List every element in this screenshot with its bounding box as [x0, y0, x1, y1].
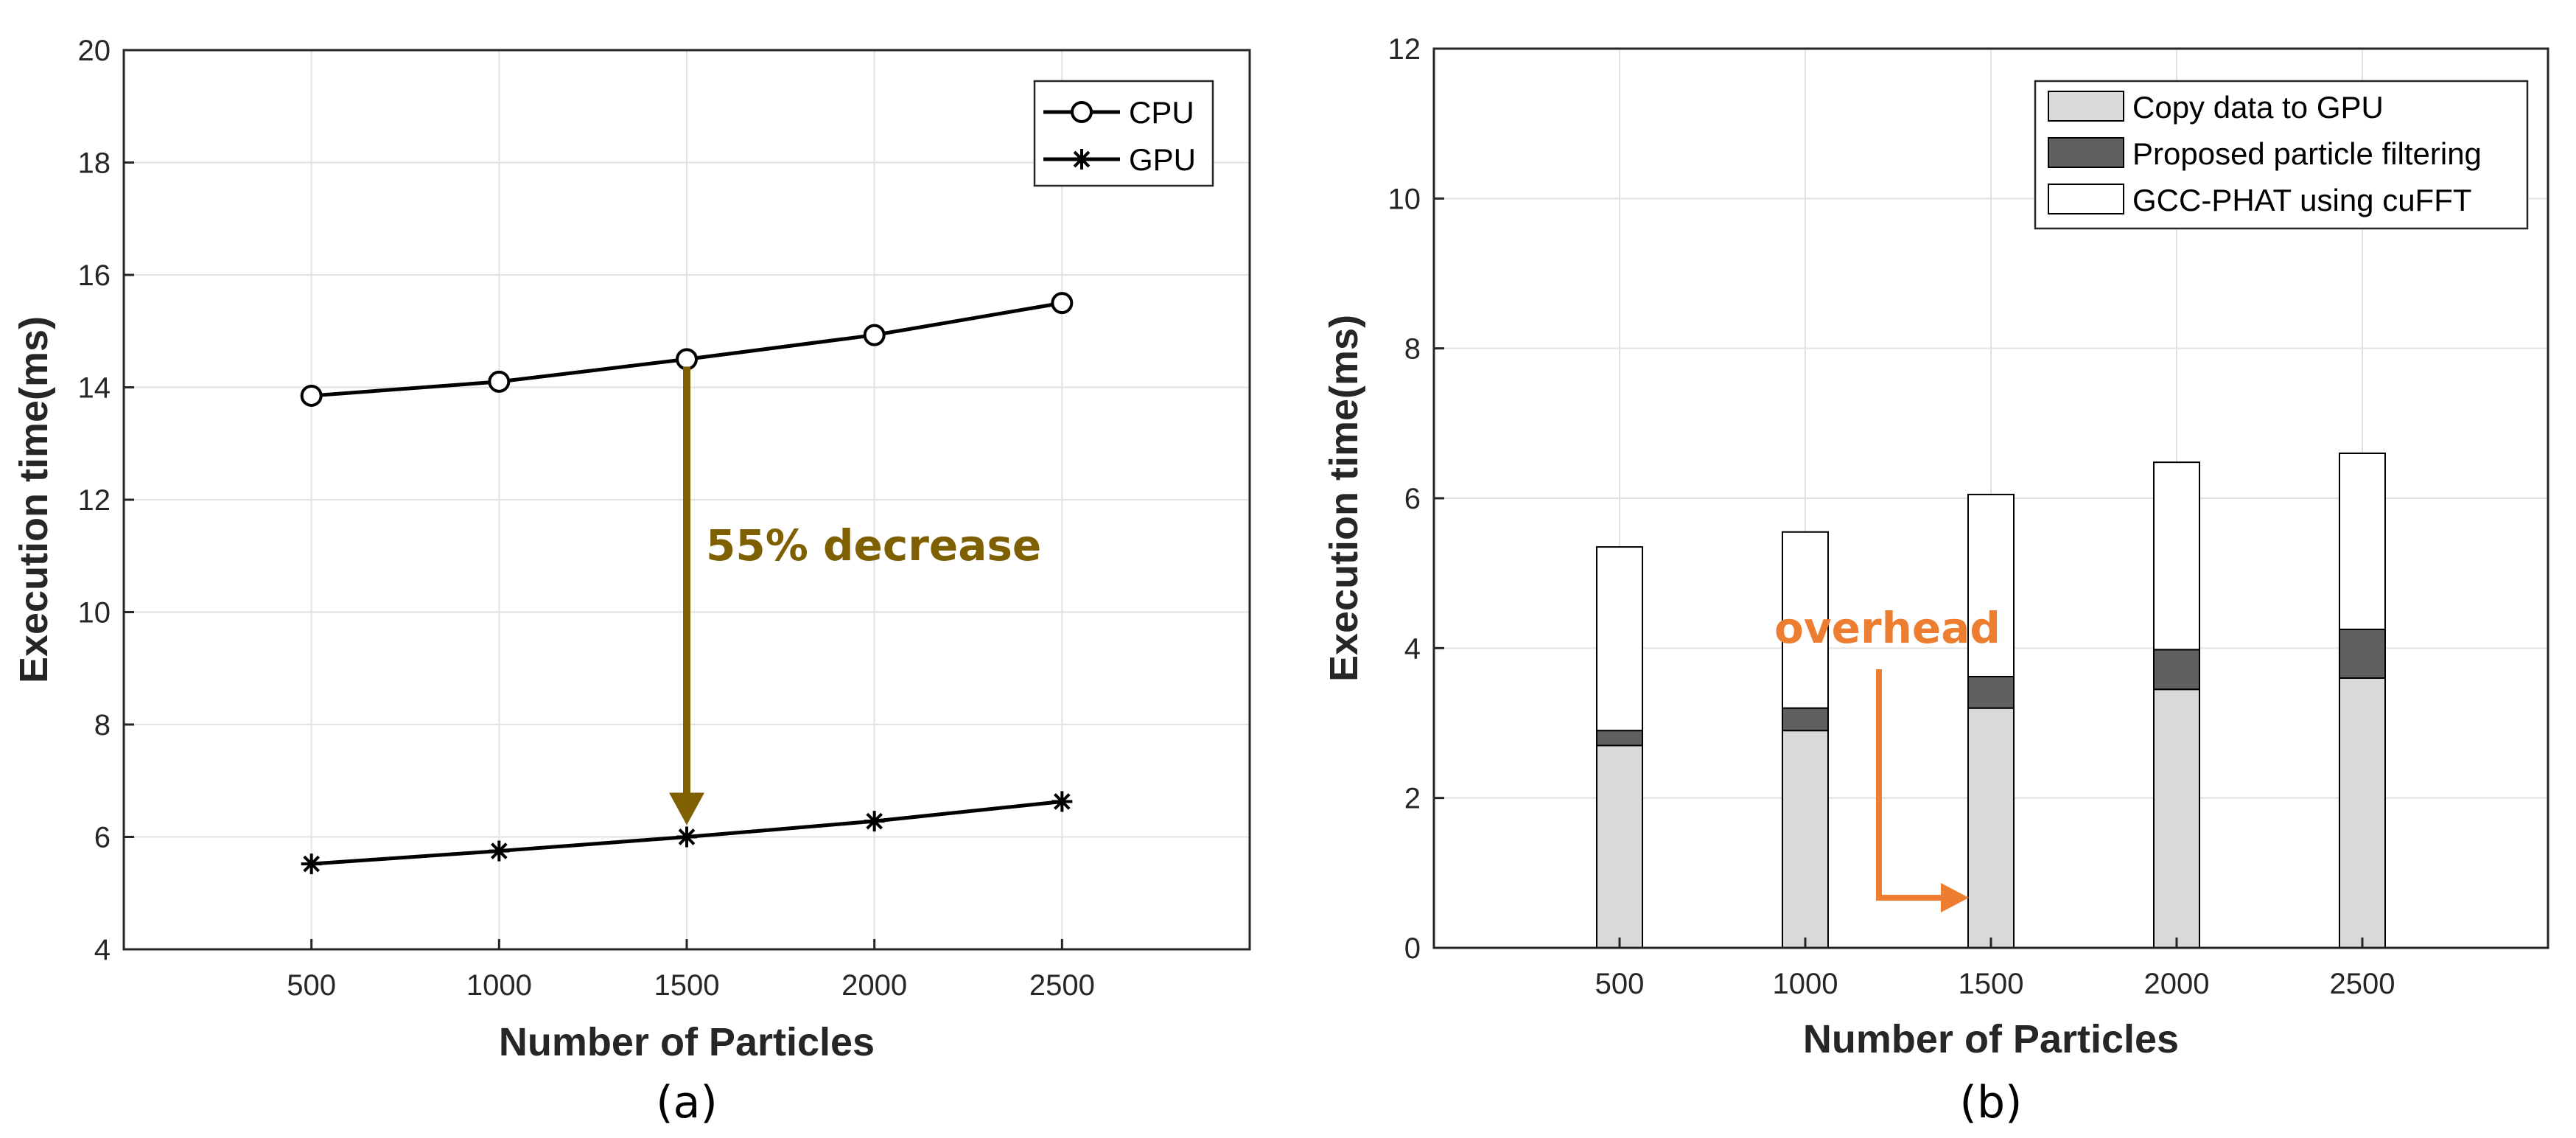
legend-cpu-marker	[1071, 101, 1093, 123]
y-tick-label: 8	[1404, 333, 1421, 366]
bar-copy-data	[1967, 707, 2015, 949]
x-tick-label: 2000	[841, 969, 907, 1002]
legend-copy-swatch	[2048, 91, 2124, 122]
data-point-cpu	[1051, 292, 1074, 315]
bar-gcc-phat	[1782, 531, 1829, 709]
legend-b: Copy data to GPU Proposed particle filte…	[2034, 80, 2529, 230]
legend-copy-label: Copy data to GPU	[2132, 90, 2384, 125]
overhead-arrow-head	[1941, 883, 1969, 912]
data-point-gpu	[301, 854, 322, 875]
bar-gcc-phat	[1967, 493, 2015, 677]
overhead-annotation: overhead	[1774, 603, 2001, 912]
data-point-cpu	[863, 324, 886, 346]
data-point-gpu-stroke	[866, 812, 883, 830]
decrease-annotation: 55% decrease	[669, 366, 1041, 825]
x-axis-label-a: Number of Particles	[499, 1020, 875, 1064]
bar-particle-filtering	[1782, 707, 1829, 732]
legend-gcc-label: GCC-PHAT using cuFFT	[2132, 183, 2472, 217]
bar-copy-data	[2153, 688, 2200, 949]
x-tick-label: 500	[287, 969, 336, 1002]
x-tick-label: 1500	[1959, 968, 2024, 1000]
y-tick-label: 10	[78, 597, 111, 629]
data-point-gpu	[489, 840, 510, 862]
y-tick-label: 6	[1404, 483, 1421, 515]
x-tick-label: 2000	[2144, 968, 2210, 1000]
x-tick-label: 2500	[1029, 969, 1095, 1002]
data-point-gpu-stroke	[491, 842, 508, 859]
y-tick-label: 8	[94, 709, 111, 741]
legend-cpu-label: CPU	[1129, 95, 1194, 130]
data-point-gpu	[1051, 791, 1073, 812]
y-axis-ticks-b: 0 2 4 6 8 10 12	[1388, 33, 1444, 965]
overhead-annotation-label: overhead	[1774, 603, 2001, 653]
legend-filter-swatch	[2048, 137, 2124, 168]
x-tick-label: 1000	[466, 969, 532, 1002]
data-point-gpu-stroke	[303, 855, 320, 873]
x-axis-ticks-a: 500 1000 1500 2000 2500	[287, 939, 1095, 1002]
data-point-cpu	[300, 384, 323, 407]
y-tick-label: 2	[1404, 783, 1421, 815]
y-axis-label-a: Execution time(ms)	[12, 316, 56, 683]
data-point-gpu-stroke	[1054, 793, 1071, 810]
decrease-annotation-label: 55% decrease	[706, 520, 1041, 570]
legend-box-a	[1033, 80, 1214, 187]
bar-particle-filtering	[2153, 649, 2200, 691]
data-point-gpu-stroke	[678, 828, 696, 845]
y-tick-label: 20	[78, 35, 111, 67]
legend-gpu-marker	[1071, 149, 1092, 170]
x-axis-ticks-b: 500 1000 1500 2000 2500	[1595, 938, 2395, 1000]
bar-copy-data	[1596, 744, 1643, 949]
y-axis-label-b: Execution time(ms)	[1322, 315, 1366, 682]
data-point-gpu	[864, 811, 885, 832]
x-tick-label: 1500	[654, 969, 720, 1002]
y-tick-label: 4	[1404, 632, 1421, 665]
decrease-arrow-head	[669, 792, 704, 825]
overhead-arrow-shaft	[1876, 669, 1945, 901]
y-tick-label: 18	[78, 147, 111, 180]
series-group-a	[300, 292, 1074, 875]
line-chart-panel-a: 4 6 8 10 12 14 16 18 20 500 1000 1500 2000 2500 55% …	[12, 35, 1251, 1128]
y-tick-label: 10	[1388, 183, 1421, 215]
y-tick-label: 4	[94, 934, 111, 966]
y-tick-label: 12	[78, 484, 111, 517]
legend-a: CPU GPU	[1033, 80, 1214, 187]
bar-copy-data	[1782, 730, 1829, 949]
legend-filter-label: Proposed particle filtering	[2132, 136, 2482, 171]
y-tick-label: 16	[78, 259, 111, 292]
x-tick-label: 2500	[2330, 968, 2395, 1000]
caption-b: (b)	[1960, 1077, 2023, 1128]
bar-gcc-phat	[2153, 461, 2200, 651]
x-axis-label-b: Number of Particles	[1803, 1017, 2179, 1061]
y-tick-label: 12	[1388, 33, 1421, 66]
bar-gcc-phat	[1596, 546, 1643, 732]
data-point-gpu	[676, 826, 697, 848]
bar-copy-data	[2339, 677, 2386, 949]
bar-particle-filtering	[2339, 628, 2386, 680]
data-point-cpu	[488, 370, 511, 393]
legend-gpu-asterisk	[1071, 149, 1092, 170]
bar-particle-filtering	[1967, 675, 2015, 709]
y-tick-label: 14	[78, 372, 111, 405]
stacked-bars	[1596, 453, 2386, 949]
legend-gpu-asterisk-stroke	[1073, 150, 1091, 168]
bar-particle-filtering	[1596, 730, 1643, 747]
bar-gcc-phat	[2339, 453, 2386, 630]
y-tick-label: 0	[1404, 932, 1421, 965]
caption-a: (a)	[656, 1077, 718, 1128]
y-axis-ticks-a: 4 6 8 10 12 14 16 18 20	[78, 35, 134, 966]
legend-gcc-swatch	[2048, 184, 2124, 214]
legend-gpu-label: GPU	[1129, 142, 1196, 177]
x-tick-label: 500	[1595, 968, 1645, 1000]
y-tick-label: 6	[94, 822, 111, 854]
bar-chart-panel-b: 0 2 4 6 8 10 12 500 1000 1500 2000 2500 overhead C…	[1322, 33, 2549, 1128]
x-tick-label: 1000	[1773, 968, 1838, 1000]
data-point-cpu	[676, 348, 698, 371]
